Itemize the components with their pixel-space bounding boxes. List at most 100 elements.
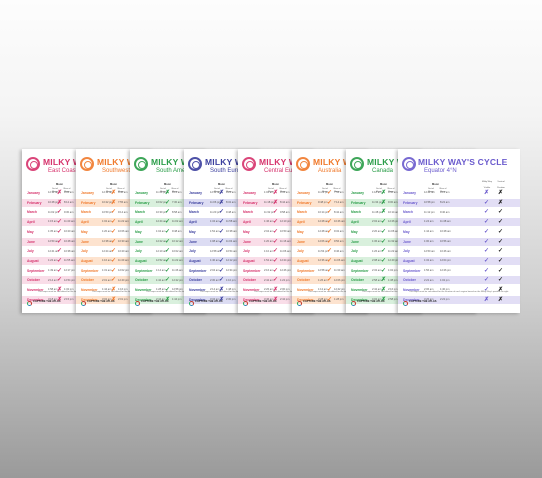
moonrise-time: 12:22 pm <box>172 278 183 282</box>
moonset-time: 11:34 pm <box>372 201 383 205</box>
check-icon: ✓ <box>273 267 279 274</box>
month-label: May <box>243 229 250 234</box>
month-label: May <box>297 229 304 234</box>
moonset-time: 3:02 am <box>102 298 112 302</box>
check-icon: ✓ <box>327 190 333 196</box>
month-label: May <box>403 229 410 234</box>
month-label: December <box>351 297 368 302</box>
moonset-time: 11:54 pm <box>318 249 329 253</box>
check-icon: ✓ <box>57 228 63 235</box>
col-set-header: Set of Moon <box>428 188 434 193</box>
poster-logo-icon <box>402 157 416 171</box>
table-row: December 3:26 am 2:22 pm ✗ ✗ <box>398 295 520 304</box>
check-icon: ✓ <box>111 267 117 274</box>
month-label: May <box>351 229 358 234</box>
moonset-time: 9:48 pm <box>318 201 328 205</box>
month-label: February <box>403 200 418 205</box>
check-icon: ✓ <box>111 277 117 284</box>
month-label: August <box>297 258 309 263</box>
month-label: December <box>81 297 98 302</box>
moonrise-time: 2:42 pm <box>280 298 290 302</box>
moonset-time: 11:32 pm <box>264 210 275 214</box>
cross-icon: ✗ <box>273 190 279 196</box>
moonset-time: 1:32 am <box>424 259 434 263</box>
col-visible-header: Visible <box>483 187 491 189</box>
moonset-time: 1:02 am <box>102 220 112 224</box>
check-icon: ✓ <box>165 209 171 216</box>
moonrise-time: 12:12 pm <box>226 259 237 263</box>
moonrise-time: 1:32 pm <box>64 288 74 292</box>
table-row: May 1:04 am 9:48 am ✓ <box>130 228 262 236</box>
table-row: November 1:58 am 1:32 pm ✗ <box>22 286 154 294</box>
moonset-time: 2:16 am <box>264 268 274 272</box>
moonset-time: 12:52 am <box>156 259 167 263</box>
brand-logo-icon <box>351 301 356 306</box>
col-rise-header: Rise of Moon <box>117 188 125 193</box>
month-label: June <box>297 239 305 244</box>
month-label: January <box>27 191 41 195</box>
cross-icon: ✗ <box>498 287 504 293</box>
check-icon: ✓ <box>327 296 333 303</box>
cross-icon: ✗ <box>57 190 63 196</box>
moonrise-time: 11:22 am <box>388 249 399 253</box>
table-row: July 1:26 am 11:22 am ✓ <box>346 247 478 255</box>
table-row: May 1:20 am 10:06 am ✓ <box>76 228 208 236</box>
col-rise-header: Rise of Moon <box>279 188 287 193</box>
month-label: October <box>297 278 310 283</box>
month-label: September <box>243 268 261 273</box>
check-icon: ✓ <box>484 199 490 206</box>
check-icon: ✓ <box>498 219 504 226</box>
moonrise-time: 1:10 pm <box>226 278 236 282</box>
cross-icon: ✗ <box>57 199 63 206</box>
moonset-time: 2:58 am <box>372 278 382 282</box>
moonrise-time: 10:46 am <box>334 220 345 224</box>
moon-header: Moon <box>272 183 279 186</box>
table-row: January 1:02 am 9:34 am ✗ <box>238 189 370 197</box>
month-label: February <box>351 200 366 205</box>
moonrise-time: 11:40 am <box>64 220 75 224</box>
moonrise-time: 9:50 am <box>388 191 398 195</box>
cross-icon: ✗ <box>381 277 387 284</box>
poster-subtitle: Central Europe <box>264 168 305 174</box>
table-row: May 1:44 am 10:28 am ✓ ✓ <box>398 228 520 236</box>
check-icon: ✓ <box>498 257 504 264</box>
footer-note: The maps must be calculated for the loca… <box>409 291 509 293</box>
moonrise-time: 1:48 pm <box>226 288 236 292</box>
cross-icon: ✗ <box>498 296 504 303</box>
moonrise-time: 10:38 am <box>226 230 237 234</box>
moonrise-time: 12:10 pm <box>280 220 291 224</box>
month-label: July <box>403 249 410 254</box>
month-label: February <box>27 200 42 205</box>
table-row: January 1:18 am 9:50 am ✗ <box>346 189 478 197</box>
moonset-time: 2:20 am <box>372 230 382 234</box>
moonrise-time: 12:58 pm <box>172 288 183 292</box>
month-label: August <box>27 258 39 263</box>
month-label: June <box>189 239 197 244</box>
moonset-time: 10:30 pm <box>156 210 167 214</box>
moonrise-time: 1:02 pm <box>388 268 398 272</box>
moonset-time: 1:31 am <box>102 268 112 272</box>
table-row: March 11:48 pm 10:14 am ✗ <box>346 208 478 216</box>
table-row: May 2:20 am 11:06 am ✓ <box>346 228 478 236</box>
brand-logo-icon <box>27 301 32 306</box>
check-icon: ✓ <box>381 257 387 264</box>
moonset-time: 1:24 am <box>424 220 434 224</box>
month-label: April <box>243 220 251 225</box>
cross-icon: ✗ <box>273 296 279 303</box>
check-icon: ✓ <box>111 248 117 255</box>
month-label: June <box>403 239 411 244</box>
moonset-time: 11:40 pm <box>156 191 167 195</box>
poster-logo-icon <box>350 157 364 171</box>
check-icon: ✓ <box>327 267 333 274</box>
check-icon: ✓ <box>273 238 279 245</box>
check-icon: ✓ <box>219 219 225 226</box>
brand-logo-icon <box>81 301 86 306</box>
moonset-time: 10:58 pm <box>424 201 435 205</box>
month-label: September <box>135 268 153 273</box>
month-label: August <box>135 258 147 263</box>
moonset-time: 2:42 am <box>264 278 274 282</box>
moonrise-time: 9:22 am <box>226 191 236 195</box>
moonrise-time: 11:22 am <box>172 259 183 263</box>
moonrise-time: 8:12 am <box>172 191 182 195</box>
month-label: November <box>189 288 206 292</box>
